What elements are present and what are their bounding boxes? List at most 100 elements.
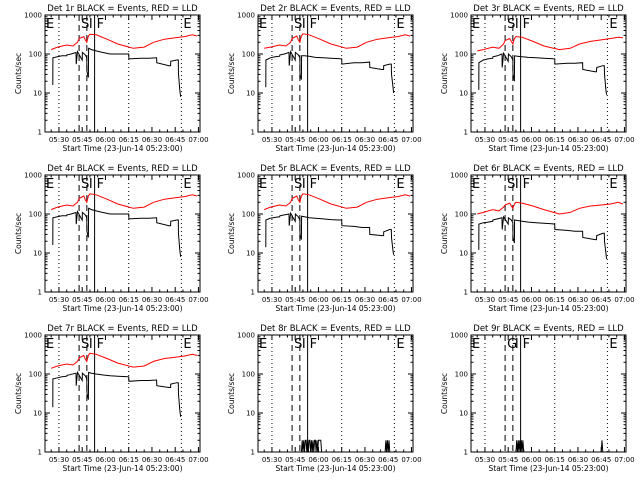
x-tick-label: 06:30 (355, 456, 375, 464)
series-events-line (300, 439, 391, 453)
marker-label-f: F (97, 17, 104, 32)
y-tick-label: 1000 (24, 12, 42, 20)
y-axis-label: Counts/sec (440, 373, 449, 414)
series-events-line (52, 207, 182, 257)
y-tick-label: 10 (459, 410, 468, 418)
marker-label-i: I (515, 177, 519, 192)
x-axis-label: Start Time (23-Jun-14 05:23:00) (489, 304, 609, 313)
plot-frame (470, 174, 627, 293)
marker-label-i: I (89, 337, 93, 352)
x-tick-label: 07:00 (401, 456, 421, 464)
x-tick-label: 05:30 (49, 456, 69, 464)
y-tick-label: 1 (464, 129, 468, 137)
x-tick-label: 06:30 (355, 136, 375, 144)
panel-title: Det 2r BLACK = Events, RED = LLD (260, 4, 411, 14)
y-axis-label: Counts/sec (227, 213, 236, 254)
y-tick-label: 1 (251, 289, 255, 297)
x-tick-label: 06:30 (568, 136, 588, 144)
x-tick-label: 06:00 (308, 136, 328, 144)
series-lld-line (51, 352, 198, 369)
marker-label-e: E (396, 337, 404, 352)
x-tick-label: 07:00 (401, 136, 421, 144)
y-tick-label: 100 (242, 371, 255, 379)
marker-label-e: E (396, 177, 404, 192)
y-axis-label: Counts/sec (14, 213, 23, 254)
series-lld-line (477, 36, 623, 52)
y-tick-label: 100 (455, 51, 468, 59)
x-tick-label: 06:45 (591, 456, 611, 464)
x-tick-label: 07:00 (188, 136, 208, 144)
x-axis-label: Start Time (23-Jun-14 05:23:00) (276, 304, 396, 313)
x-tick-label: 06:45 (591, 296, 611, 304)
marker-label-e: E (609, 177, 617, 192)
y-axis-label: Counts/sec (440, 213, 449, 254)
marker-label-s: S (507, 177, 515, 192)
detector-panel-3: Det 3r BLACK = Events, RED = LLD 1 10 100 10… (440, 4, 635, 153)
x-tick-label: 05:45 (72, 456, 92, 464)
y-tick-label: 1000 (237, 12, 255, 20)
x-tick-label: 05:30 (475, 456, 495, 464)
y-tick-label: 1000 (237, 332, 255, 340)
x-axis-label: Start Time (23-Jun-14 05:23:00) (489, 464, 609, 473)
x-tick-label: 06:15 (332, 296, 352, 304)
series-events-line (52, 370, 182, 417)
x-tick-label: 06:00 (308, 296, 328, 304)
x-tick-label: 06:30 (568, 296, 588, 304)
x-axis-label: Start Time (23-Jun-14 05:23:00) (276, 144, 396, 153)
x-tick-label: 06:00 (95, 296, 115, 304)
marker-label-e: E (472, 337, 480, 352)
x-tick-label: 07:00 (614, 456, 634, 464)
plot-frame (44, 334, 201, 453)
marker-label-e: E (259, 177, 267, 192)
marker-label-f: F (310, 337, 317, 352)
y-tick-label: 1000 (237, 172, 255, 180)
x-tick-label: 05:30 (262, 456, 282, 464)
x-tick-label: 07:00 (401, 296, 421, 304)
marker-label-s: S (81, 177, 89, 192)
y-tick-label: 100 (29, 371, 42, 379)
x-tick-label: 06:00 (308, 456, 328, 464)
marker-label-s: S (294, 337, 302, 352)
series-events-line (478, 51, 608, 95)
y-tick-label: 1000 (450, 12, 468, 20)
y-tick-label: 1 (38, 289, 42, 297)
y-tick-label: 1000 (450, 332, 468, 340)
marker-label-i: I (89, 17, 93, 32)
x-tick-label: 06:00 (521, 296, 541, 304)
marker-label-e: E (46, 17, 54, 32)
x-tick-label: 06:45 (378, 296, 398, 304)
marker-label-f: F (97, 177, 104, 192)
marker-label-e: E (472, 177, 480, 192)
series-events-line (265, 211, 395, 255)
x-tick-label: 05:45 (72, 136, 92, 144)
y-tick-label: 1 (464, 289, 468, 297)
y-tick-label: 1 (464, 449, 468, 457)
marker-label-e: E (183, 177, 191, 192)
plot-frame (257, 14, 414, 133)
detector-panel-5: Det 5r BLACK = Events, RED = LLD 1 10 100 10… (227, 164, 422, 313)
x-tick-label: 06:00 (521, 456, 541, 464)
y-tick-label: 100 (29, 211, 42, 219)
panel-title: Det 3r BLACK = Events, RED = LLD (473, 4, 624, 14)
x-tick-label: 05:45 (285, 136, 305, 144)
x-tick-label: 05:30 (49, 136, 69, 144)
marker-label-i: I (302, 177, 306, 192)
y-tick-label: 100 (242, 51, 255, 59)
x-tick-label: 05:30 (262, 136, 282, 144)
x-tick-label: 06:15 (119, 456, 139, 464)
x-tick-label: 07:00 (614, 296, 634, 304)
x-tick-label: 06:30 (568, 456, 588, 464)
marker-label-i: I (515, 337, 519, 352)
plot-frame (257, 174, 414, 293)
marker-label-e: E (183, 337, 191, 352)
x-axis-label: Start Time (23-Jun-14 05:23:00) (489, 144, 609, 153)
marker-label-e: E (396, 17, 404, 32)
detector-panel-4: Det 4r BLACK = Events, RED = LLD 1 10 100 10… (14, 164, 209, 313)
series-lld-line (264, 33, 411, 49)
x-tick-label: 07:00 (188, 456, 208, 464)
x-tick-label: 06:15 (332, 136, 352, 144)
series-events-line (515, 440, 604, 453)
x-tick-label: 06:45 (591, 136, 611, 144)
series-lld-line (477, 201, 624, 215)
